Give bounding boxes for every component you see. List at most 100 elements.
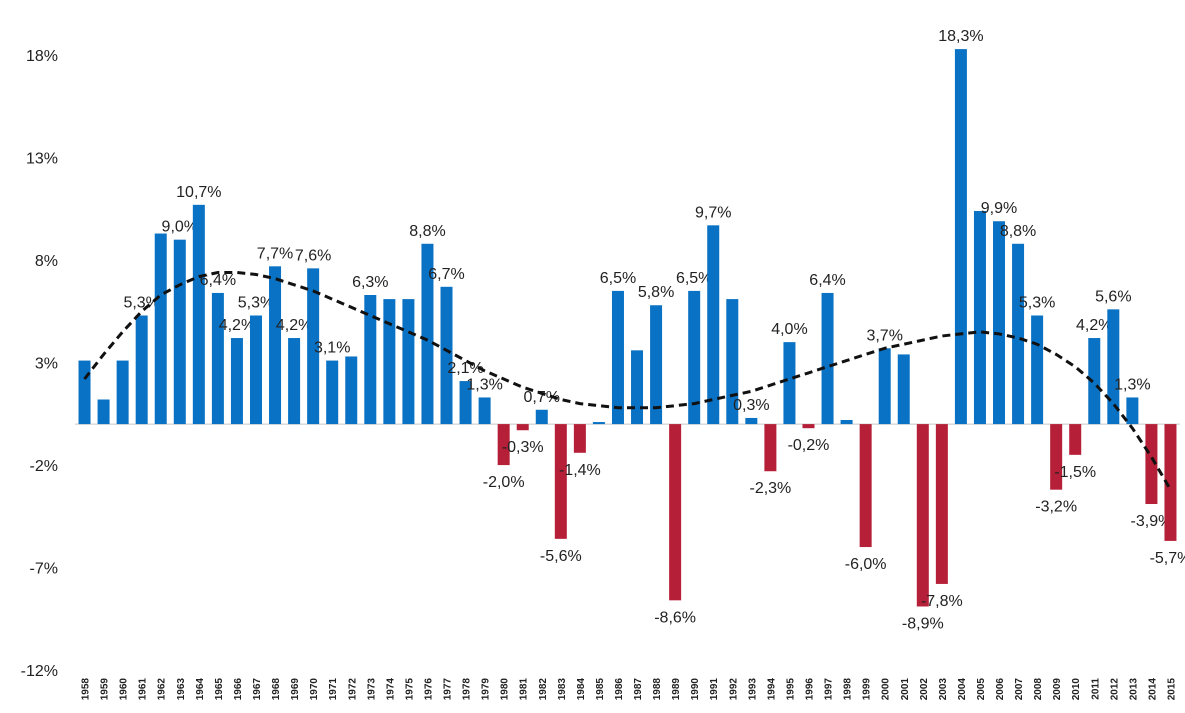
bar xyxy=(383,299,396,425)
bar xyxy=(345,356,358,425)
x-tick-label: 1964 xyxy=(195,678,206,701)
value-label: -2,0% xyxy=(483,474,525,491)
bar xyxy=(364,295,377,425)
value-label: 8,8% xyxy=(1000,223,1036,240)
bar xyxy=(554,424,567,539)
bar xyxy=(592,422,605,425)
bar xyxy=(802,424,815,429)
y-tick-label: 13% xyxy=(26,151,58,168)
value-label: 4,2% xyxy=(219,317,255,334)
value-label: -0,3% xyxy=(502,439,544,456)
value-label: 0,3% xyxy=(733,397,769,414)
x-tick-label: 1963 xyxy=(176,678,187,701)
x-tick-label: 2002 xyxy=(919,678,930,701)
x-tick-label: 1974 xyxy=(385,678,396,701)
value-label: -3,9% xyxy=(1131,513,1173,530)
value-label: 4,0% xyxy=(771,321,807,338)
value-label: -7,8% xyxy=(921,593,963,610)
value-label: 1,3% xyxy=(466,376,502,393)
x-tick-label: 2009 xyxy=(1052,678,1063,701)
bar xyxy=(859,424,872,548)
value-label: -1,4% xyxy=(559,462,601,479)
bar xyxy=(459,381,472,425)
x-tick-label: 1973 xyxy=(366,678,377,701)
value-label: -5,7% xyxy=(1150,550,1185,567)
value-label: 5,8% xyxy=(638,284,674,301)
value-label: 1,3% xyxy=(1114,376,1150,393)
bar xyxy=(1069,424,1082,455)
x-tick-label: 1999 xyxy=(862,678,873,701)
x-tick-label: 2011 xyxy=(1090,678,1101,700)
bar xyxy=(688,290,701,425)
x-tick-label: 2001 xyxy=(900,678,911,701)
bar xyxy=(535,409,548,425)
bar xyxy=(783,342,796,425)
bar xyxy=(821,292,834,425)
y-tick-label: 18% xyxy=(26,48,58,65)
x-tick-label: 1978 xyxy=(462,678,473,701)
bar xyxy=(707,225,720,425)
bar xyxy=(135,315,148,425)
bar xyxy=(1126,397,1139,425)
bar xyxy=(78,360,91,425)
bar xyxy=(307,268,320,425)
x-tick-label: 1972 xyxy=(347,678,358,701)
x-tick-label: 1989 xyxy=(671,678,682,701)
x-tick-label: 2004 xyxy=(957,678,968,701)
value-label: 9,9% xyxy=(981,200,1017,217)
x-tick-label: 1975 xyxy=(404,678,415,701)
bar xyxy=(1164,424,1177,541)
value-label: -2,3% xyxy=(749,480,791,497)
value-label: 8,8% xyxy=(409,223,445,240)
bar xyxy=(573,424,586,453)
bar xyxy=(173,239,186,425)
bar xyxy=(764,424,777,472)
y-tick-label: 8% xyxy=(35,253,58,270)
x-tick-label: 1997 xyxy=(824,678,835,701)
value-label: 10,7% xyxy=(176,184,221,201)
x-tick-label: 2007 xyxy=(1014,678,1025,701)
x-tick-label: 2006 xyxy=(995,678,1006,701)
bar xyxy=(954,49,967,425)
x-tick-label: 2005 xyxy=(976,678,987,701)
x-tick-label: 1981 xyxy=(519,678,530,701)
bar xyxy=(1050,424,1063,490)
value-label: 5,6% xyxy=(1095,288,1131,305)
x-tick-label: 1988 xyxy=(652,678,663,701)
bar xyxy=(726,299,739,425)
value-label: -8,9% xyxy=(902,615,944,632)
bar xyxy=(478,397,491,425)
value-label: -0,2% xyxy=(788,437,830,454)
bar xyxy=(440,286,453,425)
y-tick-label: 3% xyxy=(35,356,58,373)
value-label: 6,4% xyxy=(809,272,845,289)
y-tick-label: -12% xyxy=(21,663,58,680)
x-tick-label: 1962 xyxy=(157,678,168,701)
value-label: 18,3% xyxy=(938,28,983,45)
x-tick-label: 2008 xyxy=(1033,678,1044,701)
bar xyxy=(1088,338,1101,425)
x-tick-label: 2012 xyxy=(1109,678,1120,701)
x-tick-label: 1977 xyxy=(443,678,454,701)
bar xyxy=(631,350,644,425)
x-tick-label: 1960 xyxy=(119,678,130,701)
x-tick-label: 1968 xyxy=(271,678,282,701)
value-label: 6,5% xyxy=(676,270,712,287)
bar xyxy=(230,338,243,425)
bar xyxy=(269,266,282,425)
bar xyxy=(669,424,682,601)
x-tick-label: 1961 xyxy=(138,678,149,701)
bar xyxy=(611,290,624,425)
value-label: 9,7% xyxy=(695,204,731,221)
x-tick-label: 1984 xyxy=(576,678,587,701)
x-tick-label: 1965 xyxy=(214,678,225,701)
x-tick-label: 1980 xyxy=(500,678,511,701)
bar xyxy=(935,424,948,584)
x-tick-label: 2014 xyxy=(1147,678,1158,701)
bar xyxy=(916,424,929,607)
bar xyxy=(116,360,129,425)
x-tick-label: 1959 xyxy=(100,678,111,701)
value-label: 9,0% xyxy=(162,219,198,236)
bar xyxy=(1145,424,1158,505)
value-label: 5,3% xyxy=(1019,294,1055,311)
